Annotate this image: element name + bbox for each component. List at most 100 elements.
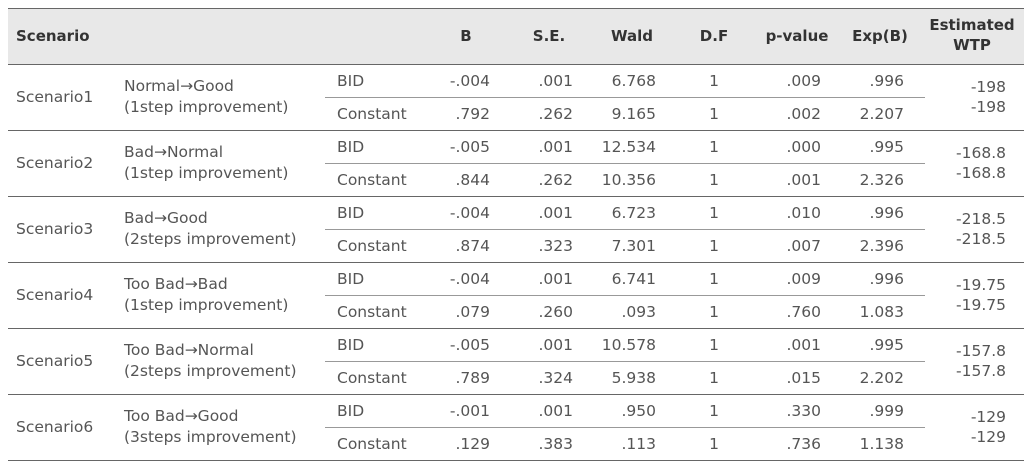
description: (2steps improvement) <box>124 362 297 380</box>
row-label: Constant <box>337 171 407 189</box>
cell: .079 <box>455 303 490 321</box>
cell: 9.165 <box>611 105 656 123</box>
cell: 6.741 <box>611 270 656 288</box>
header-cell: D.F <box>699 27 729 45</box>
cell: 1 <box>709 237 719 255</box>
cell: 1 <box>709 336 719 354</box>
wtp: -19.75 <box>956 296 1006 314</box>
cell: 10.578 <box>601 336 656 354</box>
cell: .324 <box>538 369 573 387</box>
cell: -.004 <box>449 204 490 222</box>
description: (2steps improvement) <box>124 230 297 248</box>
row-label: BID <box>337 72 365 90</box>
cell: 1 <box>709 270 719 288</box>
header-cell: p-value <box>765 27 829 45</box>
cell: 10.356 <box>601 171 656 189</box>
block-line <box>8 394 1024 395</box>
cell: 2.202 <box>859 369 904 387</box>
wtp: -129 <box>970 408 1006 426</box>
cell: .007 <box>786 237 821 255</box>
cell: 1 <box>709 171 719 189</box>
block-line <box>8 196 1024 197</box>
row-line <box>325 163 925 164</box>
cell: 1.083 <box>859 303 904 321</box>
cell: .760 <box>786 303 821 321</box>
cell: -.004 <box>449 270 490 288</box>
cell: .001 <box>538 204 573 222</box>
row-label: Constant <box>337 369 407 387</box>
description: (3steps improvement) <box>124 428 297 446</box>
row-label: BID <box>337 336 365 354</box>
border <box>8 8 1024 9</box>
wtp: -168.8 <box>956 164 1006 182</box>
cell: 2.207 <box>859 105 904 123</box>
wtp: -19.75 <box>956 276 1006 294</box>
header-bg <box>8 8 1024 64</box>
cell: .323 <box>538 237 573 255</box>
cell: 2.396 <box>859 237 904 255</box>
row-label: Constant <box>337 303 407 321</box>
cell: .874 <box>455 237 490 255</box>
cell: .950 <box>621 402 656 420</box>
cell: .001 <box>786 171 821 189</box>
cell: .000 <box>786 138 821 156</box>
cell: .009 <box>786 72 821 90</box>
cell: 7.301 <box>611 237 656 255</box>
cell: 1 <box>709 72 719 90</box>
cell: .996 <box>869 270 904 288</box>
cell: .001 <box>538 72 573 90</box>
cell: .262 <box>538 171 573 189</box>
wtp: -157.8 <box>956 362 1006 380</box>
description: Too Bad→Bad <box>124 275 228 293</box>
row-line <box>325 229 925 230</box>
cell: .330 <box>786 402 821 420</box>
wtp: -157.8 <box>956 342 1006 360</box>
header-line <box>8 64 1024 65</box>
cell: .001 <box>538 270 573 288</box>
cell: 1.138 <box>859 435 904 453</box>
cell: 6.723 <box>611 204 656 222</box>
scenario-name: Scenario2 <box>16 154 94 172</box>
block-line <box>8 460 1024 461</box>
row-label: BID <box>337 204 365 222</box>
row-label: Constant <box>337 105 407 123</box>
cell: 1 <box>709 303 719 321</box>
cell: .995 <box>869 336 904 354</box>
description: (1step improvement) <box>124 296 289 314</box>
cell: 1 <box>709 435 719 453</box>
header-cell: S.E. <box>532 27 566 45</box>
header-cell: Scenario <box>16 27 90 45</box>
description: Bad→Normal <box>124 143 224 161</box>
row-label: Constant <box>337 237 407 255</box>
row-label: BID <box>337 138 365 156</box>
cell: .001 <box>538 336 573 354</box>
header-cell: WTP <box>953 36 991 54</box>
cell: .262 <box>538 105 573 123</box>
scenario-name: Scenario1 <box>16 88 94 106</box>
cell: .844 <box>455 171 490 189</box>
cell: .129 <box>455 435 490 453</box>
cell: 12.534 <box>601 138 656 156</box>
scenario-name: Scenario3 <box>16 220 94 238</box>
block-line <box>8 130 1024 131</box>
description: (1step improvement) <box>124 164 289 182</box>
row-line <box>325 427 925 428</box>
cell: .260 <box>538 303 573 321</box>
cell: -.004 <box>449 72 490 90</box>
wtp: -198 <box>970 98 1006 116</box>
row-label: Constant <box>337 435 407 453</box>
cell: 1 <box>709 402 719 420</box>
cell: 6.768 <box>611 72 656 90</box>
header-cell: Exp(B) <box>852 27 908 45</box>
header-cell: Wald <box>610 27 653 45</box>
cell: .001 <box>786 336 821 354</box>
cell: .736 <box>786 435 821 453</box>
cell: .001 <box>538 138 573 156</box>
cell: 1 <box>709 369 719 387</box>
cell: .002 <box>786 105 821 123</box>
description: Too Bad→Normal <box>124 341 254 359</box>
cell: .113 <box>621 435 656 453</box>
cell: .792 <box>455 105 490 123</box>
header-cell: B <box>460 27 472 45</box>
wtp: -218.5 <box>956 230 1006 248</box>
